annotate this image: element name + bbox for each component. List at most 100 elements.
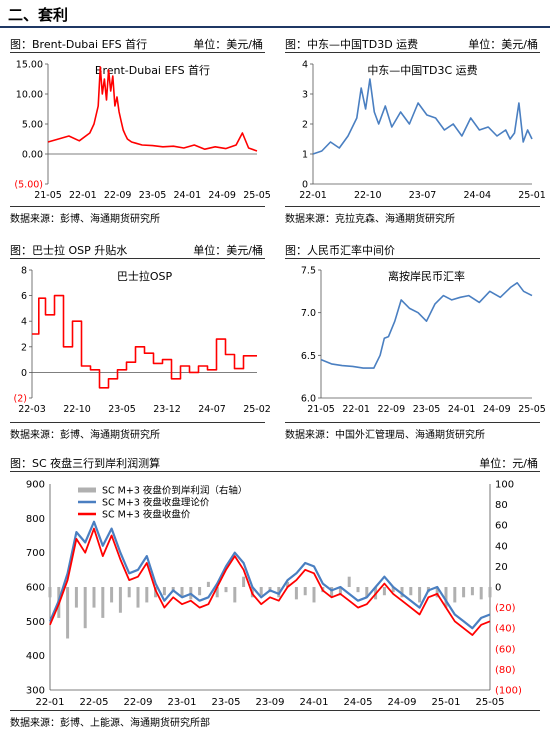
- panel-source: 数据来源：中国外汇管理局、海通期货研究所: [285, 430, 485, 441]
- x-tick-label: 23-12: [153, 404, 181, 415]
- x-tick-label: 24-01: [299, 697, 328, 708]
- panel-source: 数据来源：克拉克森、海通期货研究所: [285, 214, 455, 225]
- y-tick-label: 6.5: [301, 351, 316, 362]
- x-tick-label: 22-10: [354, 190, 382, 201]
- panel-unit: 单位：元/桶: [479, 457, 538, 470]
- panel-header: 图：中东—中国TD3D 运费 单位：美元/桶: [285, 34, 540, 53]
- chart-title: 巴士拉OSP: [117, 269, 173, 283]
- y-tick-label: 15.00: [16, 60, 43, 71]
- legend-label: SC M+3 夜盘价到岸利润（右轴）: [102, 485, 247, 497]
- section-title: 二、套利: [8, 6, 69, 24]
- y2-tick-label: (60): [495, 644, 516, 655]
- x-tick-label: 24-05: [343, 697, 372, 708]
- x-tick-label: 22-05: [79, 697, 108, 708]
- y-tick-label: 2: [302, 120, 308, 131]
- y-tick-label: 600: [26, 583, 45, 594]
- sc-profit-chart: 900 800 700 600 500 400 300 100 80 60 40 20 0 (20) (40…: [26, 480, 522, 709]
- x-tick-label: 25-01: [518, 190, 546, 201]
- y-tick-label: 4: [21, 317, 27, 328]
- x-tick-label: 22-03: [18, 404, 46, 415]
- y-tick-label: (5.00): [14, 180, 43, 191]
- x-tick-label: 22-09: [123, 697, 152, 708]
- panel-footer: 数据来源：彭博、海通期货研究所: [10, 206, 265, 225]
- x-tick-label: 25-02: [243, 404, 271, 415]
- panel-title: 图：巴士拉 OSP 升贴水: [10, 244, 128, 257]
- y-tick-label: 0: [302, 180, 308, 191]
- panel-footer: 数据来源：彭博、上能源、海通期货研究所部: [10, 710, 540, 729]
- y-tick-label: 7.5: [301, 266, 316, 277]
- chart-title: Brent-Dubai EFS 首行: [95, 63, 210, 77]
- y-tick-label: 3: [302, 90, 308, 101]
- panel-title: 图：人民币汇率中间价: [285, 244, 395, 257]
- panel-unit: 单位：美元/桶: [193, 244, 263, 257]
- y-tick-label: 8: [21, 266, 27, 277]
- chart-title: 离按岸民币汇率: [388, 269, 465, 283]
- y-tick-label: 2: [21, 342, 27, 353]
- y-tick-label: 800: [26, 514, 45, 525]
- y2-tick-label: 60: [495, 521, 508, 532]
- y2-tick-label: 100: [495, 480, 514, 491]
- y-tick-label: 6: [21, 291, 27, 302]
- x-tick-label: 24-01: [174, 190, 202, 201]
- panel-unit: 单位：美元/桶: [468, 38, 538, 51]
- x-tick-label: 24-09: [483, 404, 511, 415]
- x-tick-label: 23-05: [211, 697, 240, 708]
- data-line: [47, 66, 258, 152]
- x-tick-label: 22-01: [342, 404, 370, 415]
- brent-dubai-chart: 15.00 10.00 5.00 0.00 (5.00)21-05 22-01 22-09 2…: [14, 60, 270, 202]
- x-tick-label: 22-09: [378, 404, 406, 415]
- y-tick-label: 4: [302, 60, 308, 71]
- y-tick-label: 0.00: [22, 150, 43, 161]
- y2-tick-label: 0: [495, 583, 501, 594]
- basrah-osp-chart: 8 6 4 2 0 (2)22-03 22-10 23-05 23-12 24-07 25-02 巴士…: [14, 266, 271, 416]
- x-tick-label: 21-05: [307, 404, 335, 415]
- panel-source: 数据来源：彭博、上能源、海通期货研究所部: [10, 718, 210, 729]
- x-tick-label: 23-07: [409, 190, 437, 201]
- data-line: [320, 281, 533, 369]
- x-tick-label: 22-10: [63, 404, 91, 415]
- chart-title: 中东—中国TD3C 运费: [367, 64, 477, 77]
- y-tick-label: 700: [26, 548, 45, 559]
- x-tick-label: 24-04: [463, 190, 491, 201]
- theory-price-line: [48, 520, 491, 630]
- close-price-line: [49, 527, 491, 637]
- x-tick-label: 23-09: [255, 697, 284, 708]
- x-tick-label: 22-09: [104, 190, 132, 201]
- x-tick-label: 22-01: [35, 697, 64, 708]
- x-tick-label: 22-01: [69, 190, 97, 201]
- td3c-freight-chart: 4 3 2 1 022-01 22-10 23-07 24-04 25-01 中东—中国TD3C …: [299, 60, 546, 202]
- panel-header: 图：巴士拉 OSP 升贴水 单位：美元/桶: [10, 240, 265, 259]
- panel-header: 图：Brent-Dubai EFS 首行 单位：美元/桶: [10, 34, 265, 53]
- panel-unit: 单位：美元/桶: [193, 38, 263, 51]
- y-tick-label: 10.00: [16, 90, 43, 101]
- x-tick-label: 24-09: [387, 697, 416, 708]
- legend-label: SC M+3 夜盘收盘价: [102, 509, 191, 521]
- y-tick-label: 6.0: [301, 394, 316, 405]
- panel-title: 图：SC 夜盘三行到岸利润测算: [10, 457, 161, 470]
- panel-footer: 数据来源：彭博、海通期货研究所: [10, 422, 265, 441]
- x-tick-label: 24-01: [448, 404, 476, 415]
- y2-tick-label: 40: [495, 541, 508, 552]
- y-tick-label: 5.00: [22, 120, 43, 131]
- x-tick-label: 24-09: [208, 190, 236, 201]
- y-tick-label: 500: [26, 617, 45, 628]
- x-tick-label: 25-05: [518, 404, 546, 415]
- y-tick-label: 1: [302, 150, 308, 161]
- y-tick-label: 300: [26, 686, 45, 697]
- y-tick-label: 900: [26, 480, 45, 491]
- x-tick-label: 25-01: [431, 697, 460, 708]
- x-tick-label: 21-05: [34, 190, 62, 201]
- section-divider: [0, 26, 550, 28]
- panel-source: 数据来源：彭博、海通期货研究所: [10, 430, 160, 441]
- legend-label: SC M+3 夜盘收盘理论价: [102, 497, 210, 509]
- x-tick-label: 23-05: [108, 404, 136, 415]
- y2-tick-label: 80: [495, 500, 508, 511]
- y-tick-label: 400: [26, 651, 45, 662]
- y2-tick-label: (40): [495, 624, 516, 635]
- x-tick-label: 25-05: [475, 697, 504, 708]
- panel-header: 图：人民币汇率中间价: [285, 240, 540, 259]
- y2-tick-label: 20: [495, 562, 508, 573]
- data-line: [32, 294, 257, 389]
- panel-footer: 数据来源：中国外汇管理局、海通期货研究所: [285, 422, 540, 441]
- panel-source: 数据来源：彭博、海通期货研究所: [10, 214, 160, 225]
